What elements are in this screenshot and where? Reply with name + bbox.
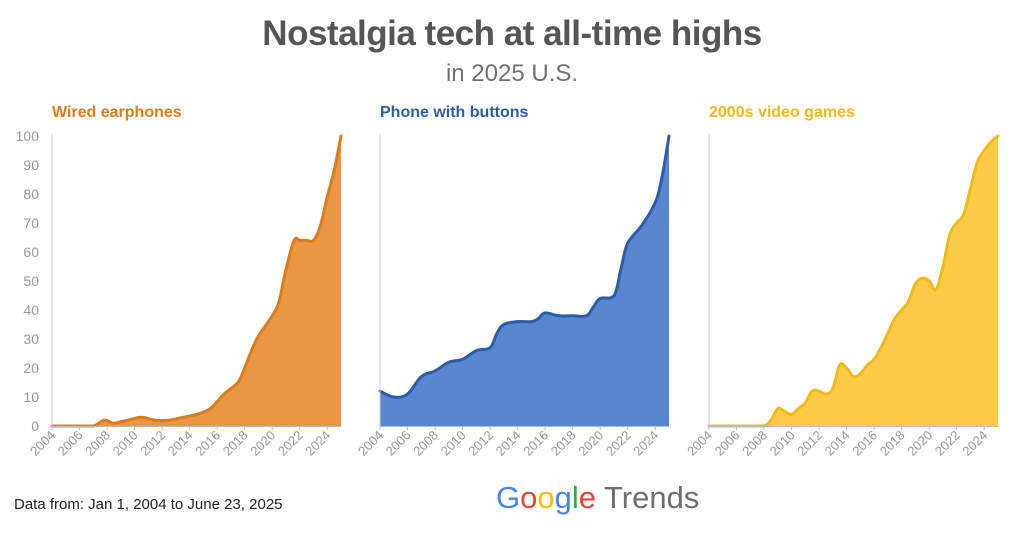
google-letter: G [496, 480, 521, 515]
x-tick-label: 2014 [493, 428, 524, 459]
x-tick-label: 2006 [383, 428, 414, 459]
series-area-2 [709, 136, 998, 426]
x-tick-label: 2006 [712, 428, 743, 459]
google-letter: o [537, 480, 555, 515]
y-tick-label: 100 [16, 128, 40, 144]
google-letter: o [520, 480, 538, 515]
x-tick-label: 2010 [438, 428, 469, 459]
y-tick-label: 90 [23, 157, 39, 173]
google-wordmark: Google [496, 480, 596, 516]
x-tick-label: 2024 [302, 428, 333, 459]
x-tick-label: 2018 [548, 428, 579, 459]
x-tick-label: 2020 [904, 428, 935, 459]
y-tick-label: 60 [23, 244, 39, 260]
google-letter: e [578, 480, 597, 515]
x-tick-label: 2012 [794, 428, 825, 459]
google-trends-logo: Google Trends [496, 480, 699, 516]
x-tick-label: 2018 [220, 428, 251, 459]
x-tick-label: 2022 [932, 428, 963, 459]
x-tick-label: 2022 [603, 428, 634, 459]
series-area-1 [380, 136, 669, 426]
y-tick-label: 40 [23, 302, 39, 318]
panel-title-2000s-video-games: 2000s video games [709, 104, 855, 121]
series-line-1 [378, 134, 671, 399]
x-tick-label: 2022 [275, 428, 306, 459]
x-tick-label: 2020 [247, 428, 278, 459]
x-tick-label: 2016 [520, 428, 551, 459]
chart-title: Nostalgia tech at all-time highs [262, 14, 762, 53]
chart-subtitle: in 2025 U.S. [445, 60, 579, 87]
series-area-0 [52, 136, 341, 426]
x-tick-label: 2010 [767, 428, 798, 459]
panel-title-wired-earphones: Wired earphones [52, 104, 182, 121]
x-tick-label: 2020 [575, 428, 606, 459]
x-tick-label: 2024 [959, 428, 990, 459]
panel-title-phone-with-buttons: Phone with buttons [380, 104, 529, 121]
x-tick-label: 2016 [849, 428, 880, 459]
x-tick-label: 2012 [465, 428, 496, 459]
x-tick-label: 2024 [630, 428, 661, 459]
footer-data-range-note: Data from: Jan 1, 2004 to June 23, 2025 [14, 496, 283, 513]
x-tick-label: 2004 [355, 428, 386, 459]
series-line-2 [707, 134, 1000, 428]
y-tick-label: 50 [23, 273, 39, 289]
google-letter: g [554, 480, 572, 515]
x-tick-label: 2006 [55, 428, 86, 459]
x-tick-label: 2004 [684, 428, 715, 459]
x-tick-label: 2008 [739, 428, 770, 459]
y-tick-label: 0 [31, 418, 39, 434]
x-tick-label: 2012 [137, 428, 168, 459]
trends-wordmark: Trends [604, 480, 700, 515]
y-tick-label: 10 [23, 389, 39, 405]
y-tick-label: 20 [23, 360, 39, 376]
y-tick-label: 70 [23, 215, 39, 231]
y-tick-label: 30 [23, 331, 39, 347]
x-tick-label: 2016 [192, 428, 223, 459]
x-tick-label: 2014 [165, 428, 196, 459]
series-line-0 [50, 134, 343, 428]
x-tick-label: 2008 [82, 428, 113, 459]
x-tick-label: 2008 [410, 428, 441, 459]
x-tick-label: 2010 [110, 428, 141, 459]
y-tick-label: 80 [23, 186, 39, 202]
x-tick-label: 2014 [822, 428, 853, 459]
google-letter: l [571, 480, 579, 515]
x-tick-label: 2018 [877, 428, 908, 459]
